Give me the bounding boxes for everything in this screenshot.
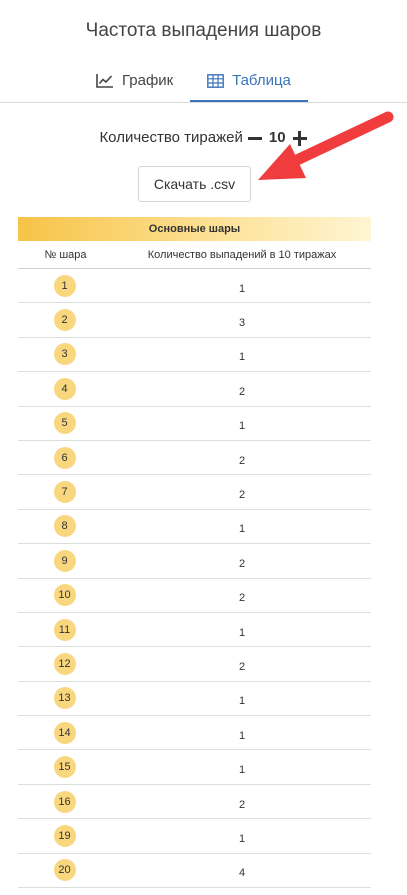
ball-number: 5 bbox=[53, 412, 76, 435]
ball-number: 4 bbox=[53, 377, 76, 400]
ball-number: 9 bbox=[53, 549, 76, 572]
table-row: 10 2 bbox=[18, 579, 371, 613]
ball-number: 11 bbox=[53, 618, 76, 641]
ball-cell: 11 bbox=[18, 618, 113, 641]
ball-cell: 6 bbox=[18, 446, 113, 469]
ball-count: 1 bbox=[238, 695, 246, 708]
ball-cell: 13 bbox=[18, 687, 113, 710]
ball-number: 14 bbox=[53, 721, 76, 744]
ball-cell: 8 bbox=[18, 515, 113, 538]
ball-cell: 1 bbox=[18, 274, 113, 297]
ball-cell: 9 bbox=[18, 549, 113, 572]
ball-number: 7 bbox=[53, 481, 76, 504]
ball-count: 2 bbox=[238, 454, 246, 467]
line-chart-icon bbox=[96, 73, 114, 88]
table-row: 19 1 bbox=[18, 819, 371, 854]
table-row: 13 1 bbox=[18, 682, 371, 717]
table-row: 11 1 bbox=[18, 613, 371, 648]
view-tabs: График Таблица bbox=[0, 60, 407, 103]
ball-number: 1 bbox=[53, 274, 76, 297]
ball-count: 2 bbox=[238, 798, 246, 811]
ball-cell: 12 bbox=[18, 652, 113, 675]
draws-label: Количество тиражей bbox=[99, 129, 243, 146]
ball-number: 3 bbox=[53, 343, 76, 366]
ball-cell: 7 bbox=[18, 481, 113, 504]
ball-count: 2 bbox=[238, 660, 246, 673]
ball-count: 1 bbox=[238, 420, 246, 433]
ball-count: 4 bbox=[238, 867, 246, 880]
ball-number: 20 bbox=[53, 859, 76, 882]
ball-count: 2 bbox=[238, 489, 246, 502]
table-row: 16 2 bbox=[18, 785, 371, 820]
ball-cell: 14 bbox=[18, 721, 113, 744]
ball-count: 1 bbox=[238, 729, 246, 742]
ball-number: 12 bbox=[53, 652, 76, 675]
page-title: Частота выпадения шаров bbox=[85, 20, 322, 41]
ball-number: 6 bbox=[53, 446, 76, 469]
ball-count: 2 bbox=[238, 385, 246, 398]
ball-cell: 2 bbox=[18, 309, 113, 332]
tab-table-label: Таблица bbox=[232, 72, 291, 89]
ball-cell: 16 bbox=[18, 790, 113, 813]
download-csv-button[interactable]: Скачать .csv bbox=[138, 166, 251, 202]
ball-number: 13 bbox=[53, 687, 76, 710]
ball-cell: 5 bbox=[18, 412, 113, 435]
ball-count: 1 bbox=[238, 351, 246, 364]
ball-count: 1 bbox=[238, 626, 246, 639]
ball-number: 2 bbox=[53, 309, 76, 332]
ball-cell: 19 bbox=[18, 824, 113, 847]
tab-chart[interactable]: График bbox=[96, 60, 173, 101]
table-icon bbox=[207, 73, 224, 88]
tab-chart-label: График bbox=[122, 72, 174, 89]
ball-count: 2 bbox=[238, 592, 246, 605]
balls-table: Основные шары № шара Количество выпадени… bbox=[18, 217, 371, 889]
table-row: 20 4 bbox=[18, 854, 371, 889]
table-header: № шара Количество выпадений в 10 тиражах bbox=[18, 241, 371, 269]
ball-count: 1 bbox=[238, 832, 246, 845]
draws-count: 10 bbox=[268, 129, 286, 146]
decrease-button[interactable] bbox=[247, 130, 263, 146]
column-header-count: Количество выпадений в 10 тиражах bbox=[147, 248, 337, 261]
ball-number: 10 bbox=[53, 584, 76, 607]
ball-count: 3 bbox=[238, 317, 246, 330]
ball-cell: 3 bbox=[18, 343, 113, 366]
ball-cell: 15 bbox=[18, 756, 113, 779]
table-body: 1 1 2 3 3 1 4 2 5 1 6 2 7 2 8 1 9 2 10 2 11 1 12 2 13 1 14 1 15 1 16 2 1… bbox=[18, 269, 371, 889]
table-row: 14 1 bbox=[18, 716, 371, 751]
ball-count: 1 bbox=[238, 764, 246, 777]
draws-counter: Количество тиражей 10 bbox=[0, 129, 407, 146]
ball-count: 1 bbox=[238, 282, 246, 295]
table-band-title: Основные шары bbox=[18, 217, 371, 241]
active-tab-indicator bbox=[190, 100, 308, 102]
table-row: 15 1 bbox=[18, 750, 371, 785]
ball-count: 1 bbox=[238, 523, 246, 536]
ball-cell: 10 bbox=[18, 584, 113, 607]
red-arrow-icon bbox=[258, 111, 394, 180]
increase-button[interactable] bbox=[292, 130, 308, 146]
ball-number: 15 bbox=[53, 756, 76, 779]
ball-cell: 20 bbox=[18, 859, 113, 882]
ball-count: 2 bbox=[238, 557, 246, 570]
ball-number: 8 bbox=[53, 515, 76, 538]
table-row: 12 2 bbox=[18, 647, 371, 682]
column-header-ball: № шара bbox=[44, 248, 87, 261]
ball-number: 19 bbox=[53, 824, 76, 847]
ball-number: 16 bbox=[53, 790, 76, 813]
ball-cell: 4 bbox=[18, 377, 113, 400]
tab-table[interactable]: Таблица bbox=[190, 60, 308, 102]
